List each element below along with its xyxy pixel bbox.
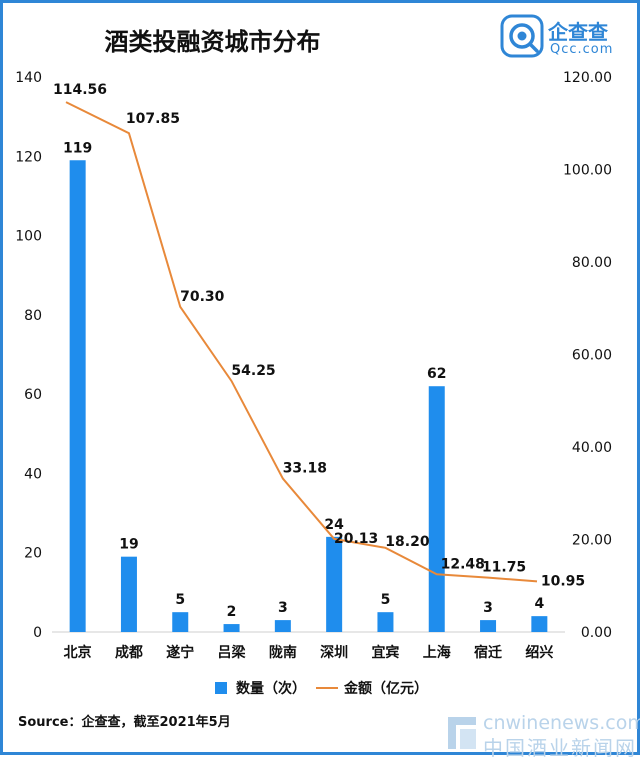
bar-value-label: 119 — [63, 140, 92, 156]
line-value-label: 20.13 — [334, 531, 378, 547]
line-value-label: 18.20 — [385, 534, 430, 550]
source-note: Source：企查查，截至2021年5月 — [18, 715, 231, 730]
right-tick-label: 80.00 — [572, 255, 612, 271]
bar-value-label: 5 — [175, 592, 185, 608]
right-tick-label: 120.00 — [563, 70, 612, 86]
left-tick-label: 80 — [24, 308, 42, 324]
left-tick-label: 40 — [24, 466, 42, 482]
category-label: 成都 — [115, 644, 143, 661]
left-tick-label: 0 — [33, 625, 42, 641]
line-value-label: 70.30 — [180, 289, 225, 305]
bar-value-label: 3 — [483, 600, 493, 616]
left-tick-label: 20 — [24, 546, 42, 562]
site-watermark: cnwinenews.com 中国酒业新闻网 — [445, 712, 640, 760]
qcc-logo: 企查查 Qcc.com — [500, 12, 630, 64]
amount-line-series — [65, 101, 538, 583]
bar — [480, 620, 497, 632]
line-value-labels: 114.56 107.85 70.30 54.25 33.18 20.13 18.20 12.… — [53, 82, 585, 589]
line-value-label: 114.56 — [53, 82, 107, 98]
category-label: 北京 — [64, 644, 92, 661]
bar-value-label: 62 — [427, 366, 446, 382]
chart-title: 酒类投融资城市分布 — [104, 28, 321, 56]
line-value-label: 10.95 — [541, 573, 585, 589]
site-logo-icon — [448, 717, 476, 749]
category-label: 宜宾 — [371, 644, 399, 661]
line-value-label: 54.25 — [231, 363, 275, 379]
right-tick-label: 0.00 — [581, 625, 612, 641]
left-tick-label: 140 — [15, 70, 42, 86]
bar — [274, 620, 291, 632]
bar-series — [69, 160, 548, 632]
left-axis-ticks: 0 20 40 60 80 100 120 140 — [15, 70, 42, 641]
bar-value-labels: 119 19 5 2 3 24 5 62 3 4 — [63, 140, 544, 620]
bar — [377, 612, 394, 632]
bar — [428, 386, 445, 632]
site-domain: cnwinenews.com — [483, 712, 640, 734]
right-tick-label: 100.00 — [563, 163, 612, 179]
site-name: 中国酒业新闻网 — [483, 736, 637, 760]
category-label: 陇南 — [269, 644, 297, 661]
left-tick-label: 120 — [15, 149, 42, 165]
line-value-label: 12.48 — [441, 556, 485, 572]
bar — [531, 616, 548, 632]
legend: 数量（次） 金额（亿元） — [215, 680, 428, 697]
category-label: 遂宁 — [166, 644, 194, 661]
bar — [223, 624, 240, 632]
bar-value-label: 19 — [119, 537, 138, 553]
category-label: 宿迁 — [474, 644, 502, 661]
bar-value-label: 4 — [534, 596, 544, 612]
category-label: 上海 — [423, 644, 451, 661]
qcc-logo-domain: Qcc.com — [550, 42, 614, 57]
right-tick-label: 40.00 — [572, 440, 612, 456]
line-value-label: 11.75 — [482, 560, 526, 576]
line-value-label: 107.85 — [126, 111, 180, 127]
legend-bar-swatch — [215, 682, 227, 694]
qcc-logo-icon — [500, 14, 544, 58]
legend-bar-label: 数量（次） — [236, 680, 306, 697]
right-axis-ticks: 0.00 20.00 40.00 60.00 80.00 100.00 120.00 — [563, 70, 612, 641]
combo-chart: 0 20 40 60 80 100 120 140 0.00 20.00 40.00 60.00 80… — [15, 70, 612, 697]
category-label: 深圳 — [320, 644, 348, 661]
bar-value-label: 24 — [324, 517, 344, 533]
category-labels: 北京 成都 遂宁 吕梁 陇南 深圳 宜宾 上海 宿迁 绍兴 — [64, 644, 554, 661]
bar-value-label: 3 — [278, 600, 288, 616]
bar — [69, 160, 86, 632]
legend-line-label: 金额（亿元） — [343, 680, 428, 697]
qcc-logo-name: 企查查 — [548, 20, 608, 44]
bar — [172, 612, 189, 632]
left-tick-label: 60 — [24, 387, 42, 403]
category-label: 绍兴 — [525, 644, 553, 661]
bar-value-label: 5 — [381, 592, 391, 608]
bar — [120, 556, 137, 632]
bar-value-label: 2 — [227, 604, 237, 620]
category-label: 吕梁 — [218, 644, 247, 661]
right-tick-label: 60.00 — [572, 348, 612, 364]
left-tick-label: 100 — [15, 229, 42, 245]
line-value-label: 33.18 — [283, 461, 327, 477]
right-tick-label: 20.00 — [572, 533, 612, 549]
bar — [326, 536, 343, 632]
